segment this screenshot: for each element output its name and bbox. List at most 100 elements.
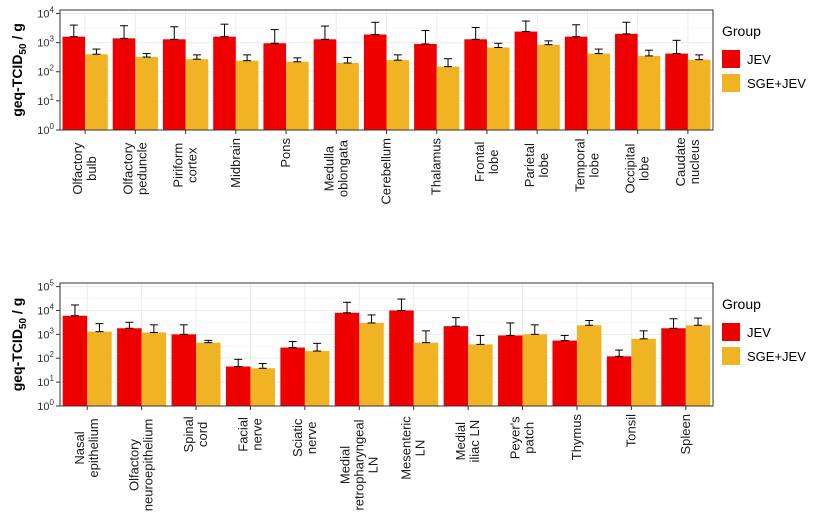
y-tick-label: 102 xyxy=(37,350,54,365)
bar-jev-medulla-oblongata xyxy=(313,39,337,130)
x-tick-label-olfactory-bulb: Olfactorybulb xyxy=(70,142,99,195)
x-tick-label-tonsil: Tonsil xyxy=(623,414,638,447)
bar-jev-pons xyxy=(263,43,287,130)
y-tick-label: 101 xyxy=(37,93,54,108)
bar-sge-jev-olfactory-peduncle xyxy=(135,57,158,130)
bar-sge-jev-medial-retropharyngeal-ln xyxy=(359,322,384,406)
bar-sge-jev-olfactory-neuroepithelium xyxy=(141,332,167,406)
bar-sge-jev-occipital-lobe xyxy=(637,55,661,130)
bar-jev-peyer-s-patch xyxy=(498,335,523,406)
x-tick-label-spinal-cord: Spinalcord xyxy=(181,416,210,452)
bar-sge-jev-tonsil xyxy=(631,338,656,406)
y-tick-label: 104 xyxy=(37,302,54,317)
bar-sge-jev-spinal-cord xyxy=(196,342,221,406)
x-tick-label-medial-retropharyngeal-ln: MedialretropharyngealLN xyxy=(337,419,380,510)
bar-jev-olfactory-neuroepithelium xyxy=(117,328,142,406)
x-tick-label-parietal-lobe: Parietallobe xyxy=(522,143,551,187)
legend-label-jev: JEV xyxy=(747,52,771,67)
legend-swatch-sge-jev xyxy=(722,347,740,365)
bar-sge-jev-facial-nerve xyxy=(250,368,275,406)
bar-jev-cerebellum xyxy=(363,34,387,131)
bar-jev-parietal-lobe xyxy=(514,31,538,131)
bar-sge-jev-spleen xyxy=(685,325,711,406)
bar-sge-jev-temporal-lobe xyxy=(587,53,611,130)
legend-swatch-jev xyxy=(722,50,740,68)
bar-sge-jev-medial-iliac-ln xyxy=(468,344,493,406)
bar-sge-jev-medulla-oblongata xyxy=(336,62,359,131)
y-tick-label: 105 xyxy=(37,279,54,294)
bar-sge-jev-peyer-s-patch xyxy=(522,334,548,406)
x-tick-label-medulla-oblongata: Medullaoblongata xyxy=(321,139,350,197)
x-tick-label-cerebellum: Cerebellum xyxy=(379,138,394,204)
legend-swatch-jev xyxy=(722,323,740,341)
bar-jev-midbrain xyxy=(213,36,236,130)
legend-label-jev: JEV xyxy=(747,325,771,340)
legend-swatch-sge-jev xyxy=(722,74,740,92)
bar-sge-jev-olfactory-bulb xyxy=(85,54,108,130)
y-tick-label: 102 xyxy=(37,64,54,79)
bar-jev-medial-retropharyngeal-ln xyxy=(334,312,360,406)
x-tick-label-nasal-epithelium: Nasalepithelium xyxy=(72,418,101,477)
bar-sge-jev-piriform-cortex xyxy=(185,59,209,130)
x-tick-label-thymus: Thymus xyxy=(569,414,584,461)
y-tick-label: 103 xyxy=(37,326,54,341)
bar-jev-piriform-cortex xyxy=(162,39,186,130)
x-tick-label-sciatic-nerve: Sciaticnerve xyxy=(290,418,319,457)
x-tick-label-midbrain: Midbrain xyxy=(228,138,243,188)
bar-jev-thalamus xyxy=(414,43,437,130)
x-tick-label-mesenteric-ln: MesentericLN xyxy=(399,416,428,480)
bar-sge-jev-pons xyxy=(286,61,309,131)
bar-sge-jev-thymus xyxy=(576,325,602,406)
bar-sge-jev-mesenteric-ln xyxy=(413,342,439,406)
x-tick-label-olfactory-peduncle: Olfactorypeduncle xyxy=(120,142,149,195)
legend-title: Group xyxy=(722,23,761,39)
bar-jev-occipital-lobe xyxy=(615,33,638,130)
y-tick-label: 100 xyxy=(37,398,54,413)
legend-title: Group xyxy=(722,296,761,312)
bar-jev-thymus xyxy=(552,340,577,406)
x-tick-label-temporal-lobe: Temporallobe xyxy=(572,138,601,192)
panel-border xyxy=(59,9,714,131)
bar-jev-medial-iliac-ln xyxy=(443,326,469,406)
bar-sge-jev-nasal-epithelium xyxy=(87,331,112,406)
y-tick-label: 101 xyxy=(37,374,54,389)
bar-sge-jev-thalamus xyxy=(436,66,460,130)
bar-jev-olfactory-peduncle xyxy=(112,38,136,130)
bar-sge-jev-caudate-nucleus xyxy=(687,59,711,131)
bar-jev-spleen xyxy=(661,328,686,406)
x-tick-label-occipital-lobe: Occipitallobe xyxy=(623,144,652,194)
bar-jev-sciatic-nerve xyxy=(280,347,305,406)
legend-label-sge-jev: SGE+JEV xyxy=(747,349,806,364)
bar-jev-temporal-lobe xyxy=(564,36,588,130)
bar-sge-jev-parietal-lobe xyxy=(537,44,560,130)
bar-jev-caudate-nucleus xyxy=(665,53,688,130)
bar-jev-facial-nerve xyxy=(225,366,251,406)
x-tick-label-facial-nerve: Facialnerve xyxy=(235,417,264,452)
x-tick-label-spleen: Spleen xyxy=(678,414,693,454)
bar-jev-mesenteric-ln xyxy=(389,310,414,406)
bar-jev-tonsil xyxy=(606,356,632,406)
bar-sge-jev-cerebellum xyxy=(386,60,410,130)
x-tick-label-piriform-cortex: Piriformcortex xyxy=(171,143,200,188)
x-tick-label-frontal-lobe: Frontallobe xyxy=(472,141,501,182)
bar-jev-olfactory-bulb xyxy=(62,36,86,130)
plot-background xyxy=(60,283,713,406)
bar-sge-jev-sciatic-nerve xyxy=(304,351,330,406)
chart-top-brain-regions: 100 101 102 103 104 Olfactorybulb Olfactoryped… xyxy=(9,5,806,204)
y-axis-label: geq-TCID50 / g xyxy=(9,23,29,117)
y-axis-label: geq-TCID50 / g xyxy=(9,298,29,392)
bar-jev-nasal-epithelium xyxy=(62,315,88,406)
bar-sge-jev-midbrain xyxy=(235,60,259,130)
chart-bottom-peripheral-tissues: 100 101 102 103 104 105 Nasalepithelium Olfacto… xyxy=(9,279,806,512)
bar-sge-jev-frontal-lobe xyxy=(486,47,510,130)
bar-jev-frontal-lobe xyxy=(464,39,487,130)
x-tick-label-thalamus: Thalamus xyxy=(429,138,444,196)
bar-jev-spinal-cord xyxy=(171,334,197,406)
x-tick-label-pons: Pons xyxy=(278,138,293,168)
y-tick-label: 100 xyxy=(37,122,54,137)
x-tick-label-olfactory-neuroepithelium: Olfactoryneuroepithelium xyxy=(127,419,156,512)
y-tick-label: 104 xyxy=(37,5,54,20)
y-tick-label: 103 xyxy=(37,35,54,50)
x-tick-label-medial-iliac-ln: Medialiliac LN xyxy=(453,420,482,463)
